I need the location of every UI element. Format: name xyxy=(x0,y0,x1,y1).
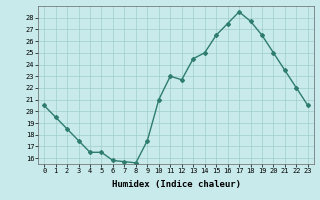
X-axis label: Humidex (Indice chaleur): Humidex (Indice chaleur) xyxy=(111,180,241,189)
